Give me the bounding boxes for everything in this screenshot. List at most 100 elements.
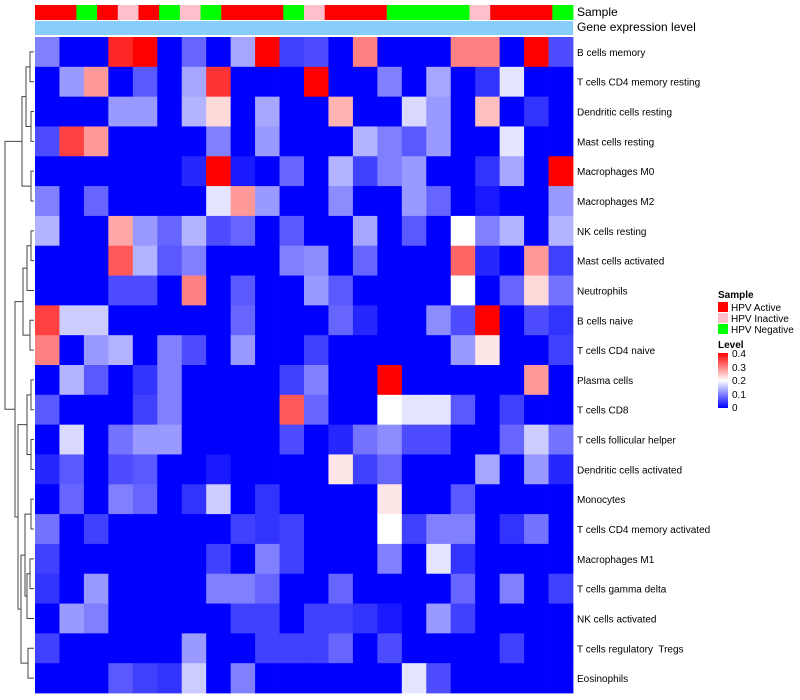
heatmap-cell-r13-c7 [206, 424, 232, 455]
heatmap-cell-r14-c17 [450, 454, 476, 485]
heatmap-cell-r12-c13 [352, 394, 378, 426]
heatmap-cell-r7-c10 [279, 245, 305, 276]
heatmap-cell-r4-c13 [352, 156, 378, 187]
heatmap-cell-r7-c17 [450, 245, 476, 276]
heatmap-cell-r0-c4 [132, 37, 158, 68]
heatmap-cell-r10-c3 [108, 335, 134, 366]
heatmap-cell-r2-c3 [108, 96, 134, 127]
heatmap-cell-r20-c7 [206, 633, 232, 664]
heatmap-cell-r11-c11 [304, 365, 329, 396]
heatmap-cell-r6-c13 [352, 215, 378, 247]
heatmap-cell-r9-c3 [108, 305, 134, 336]
heatmap-cell-r19-c16 [426, 603, 452, 634]
heatmap-cell-r15-c18 [475, 484, 501, 515]
heatmap-cell-r0-c12 [328, 37, 354, 68]
heatmap-cell-r7-c15 [401, 245, 427, 276]
heatmap-cell-r17-c7 [206, 543, 232, 575]
heatmap-cell-r3-c11 [304, 126, 329, 157]
heatmap-cell-r10-c8 [230, 335, 256, 366]
heatmap-cell-r17-c20 [524, 543, 549, 575]
heatmap-cell-r20-c11 [304, 633, 329, 664]
heatmap-cell-r7-c16 [426, 245, 452, 276]
heatmap-cell-r15-c10 [279, 484, 305, 515]
heatmap-cell-r5-c1 [59, 186, 85, 217]
heatmap-cell-r3-c1 [59, 126, 85, 157]
heatmap-cell-r10-c13 [352, 335, 378, 366]
legend-level-title: Level [718, 340, 744, 351]
heatmap-cell-r16-c6 [181, 514, 207, 545]
heatmap-cell-r3-c12 [328, 126, 354, 157]
heatmap-cell-r18-c5 [157, 573, 183, 604]
row-label-6: NK cells resting [577, 227, 646, 238]
heatmap-cell-r6-c14 [377, 215, 403, 247]
row-label-21: Eosinophils [577, 674, 628, 685]
heatmap-cell-r16-c13 [352, 514, 378, 545]
heatmap-cell-r17-c16 [426, 543, 452, 575]
heatmap-cell-r17-c1 [59, 543, 85, 575]
heatmap-cell-r6-c18 [475, 215, 501, 247]
heatmap-cell-r18-c12 [328, 573, 354, 604]
heatmap-cell-r8-c13 [352, 275, 378, 306]
heatmap-cell-r13-c3 [108, 424, 134, 455]
track-label-expression: Gene expression level [577, 20, 696, 34]
heatmap-cell-r2-c6 [181, 96, 207, 127]
heatmap-cell-r1-c16 [426, 66, 452, 98]
heatmap-cell-r8-c21 [548, 275, 574, 306]
heatmap-cell-r11-c21 [548, 365, 574, 396]
heatmap-cell-r2-c5 [157, 96, 183, 127]
heatmap-cell-r0-c9 [255, 37, 280, 68]
heatmap-cell-r8-c3 [108, 275, 134, 306]
sample-track-cell-16 [366, 5, 388, 20]
heatmap-cell-r0-c21 [548, 37, 574, 68]
heatmap-cell-r8-c5 [157, 275, 183, 306]
heatmap-cell-r10-c10 [279, 335, 305, 366]
heatmap-cell-r19-c2 [83, 603, 109, 634]
dendrogram-branch [26, 394, 31, 455]
heatmap-cell-r21-c13 [352, 663, 378, 694]
heatmap-cell-r17-c13 [352, 543, 378, 575]
heatmap-cell-r9-c20 [524, 305, 549, 336]
heatmap-cell-r0-c8 [230, 37, 256, 68]
dendrogram-branch [30, 111, 34, 142]
heatmap-cell-r13-c19 [499, 424, 525, 455]
heatmap-cell-r18-c8 [230, 573, 256, 604]
heatmap-cell-r18-c20 [524, 573, 549, 604]
heatmap-cell-r1-c7 [206, 66, 232, 98]
heatmap-cell-r17-c18 [475, 543, 501, 575]
heatmap-cell-r0-c7 [206, 37, 232, 68]
heatmap-cell-r8-c19 [499, 275, 525, 306]
heatmap-cell-r6-c6 [181, 215, 207, 247]
heatmap-cell-r0-c11 [304, 37, 329, 68]
heatmap-cell-r5-c4 [132, 186, 158, 217]
row-label-4: Macrophages M0 [577, 167, 655, 178]
heatmap-cell-r19-c11 [304, 603, 329, 634]
heatmap-cell-r16-c14 [377, 514, 403, 545]
heatmap-cell-r5-c7 [206, 186, 232, 217]
heatmap-cell-r4-c18 [475, 156, 501, 187]
heatmap-cell-r13-c1 [59, 424, 85, 455]
dendrogram-branch [14, 301, 23, 518]
heatmap-cell-r5-c16 [426, 186, 452, 217]
heatmap-cell-r1-c21 [548, 66, 574, 98]
legend-level-tick-0.3: 0.3 [732, 363, 746, 374]
heatmap-cell-r17-c3 [108, 543, 134, 575]
heatmap-cell-r4-c11 [304, 156, 329, 187]
heatmap-cell-r14-c8 [230, 454, 256, 485]
heatmap-cell-r7-c1 [59, 245, 85, 276]
heatmap-cell-r19-c21 [548, 603, 574, 634]
heatmap-cell-r10-c21 [548, 335, 574, 366]
heatmap-cell-r0-c15 [401, 37, 427, 68]
heatmap-cell-r7-c0 [35, 245, 60, 276]
heatmap-cell-r11-c0 [35, 365, 60, 396]
heatmap-cell-r3-c19 [499, 126, 525, 157]
heatmap-cell-r14-c18 [475, 454, 501, 485]
heatmap-cell-r15-c13 [352, 484, 378, 515]
row-label-19: NK cells activated [577, 614, 656, 625]
heatmap-cell-r20-c14 [377, 633, 403, 664]
heatmap-cell-r13-c21 [548, 424, 574, 455]
heatmap-cell-r8-c1 [59, 275, 85, 306]
heatmap-cell-r13-c8 [230, 424, 256, 455]
heatmap-cell-r14-c2 [83, 454, 109, 485]
heatmap-cell-r13-c17 [450, 424, 476, 455]
heatmap-cell-r21-c12 [328, 663, 354, 694]
